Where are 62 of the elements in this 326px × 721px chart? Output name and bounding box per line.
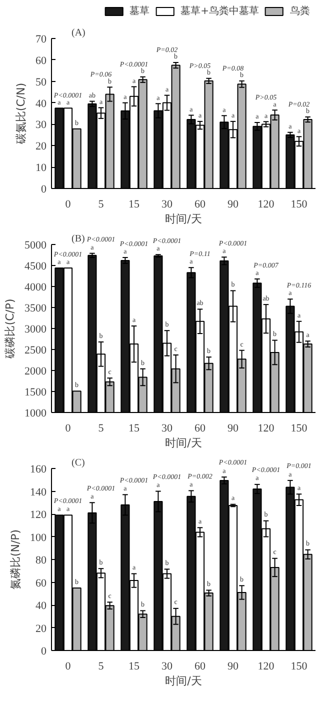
x-tick-label: 0 — [65, 660, 72, 672]
x-tick-label: 15 — [128, 198, 140, 210]
x-tick-label: 60 — [194, 422, 206, 434]
y-tick-label: 2000 — [24, 366, 47, 378]
legend-label: 鸟粪 — [290, 4, 310, 18]
x-tick-label: 120 — [258, 660, 275, 672]
x-axis-title: 时间/天 — [165, 674, 202, 688]
y-tick-label: 0 — [41, 184, 47, 196]
x-tick-label: 5 — [98, 660, 104, 672]
y-tick-label: 100 — [30, 532, 47, 544]
y-tick-label: 60 — [36, 577, 47, 590]
y-tick-label: 160 — [30, 464, 47, 476]
x-tick-label: 150 — [290, 422, 308, 434]
y-axis-title: 氮磷比(N/P) — [9, 529, 22, 590]
y-tick-label: 70 — [36, 34, 47, 46]
x-tick-label: 30 — [162, 660, 173, 672]
y-tick-label: 4500 — [24, 260, 47, 272]
legend-label: 墓草+鸟粪中墓草 — [180, 4, 259, 18]
y-tick-label: 140 — [30, 486, 47, 498]
y-tick-label: 1000 — [24, 408, 47, 420]
x-tick-label: 0 — [65, 198, 72, 210]
x-tick-label: 5 — [98, 422, 104, 434]
y-tick-label: 40 — [36, 98, 47, 110]
chart-title: (C) — [72, 458, 85, 468]
y-tick-label: 20 — [36, 622, 47, 635]
x-tick-label: 90 — [228, 660, 239, 672]
y-tick-label: 0 — [41, 646, 47, 658]
y-tick-label: 3000 — [24, 324, 47, 336]
y-tick-label: 40 — [36, 600, 47, 612]
y-tick-label: 5000 — [24, 240, 47, 252]
x-tick-label: 60 — [194, 660, 206, 672]
y-tick-label: 80 — [36, 554, 47, 566]
x-tick-label: 150 — [290, 198, 308, 210]
x-axis-title: 时间/天 — [165, 212, 202, 226]
x-tick-label: 30 — [162, 422, 173, 434]
x-tick-label: 30 — [162, 198, 173, 210]
x-tick-label: 60 — [194, 198, 206, 210]
x-tick-label: 120 — [258, 198, 275, 210]
legend-label: 墓草 — [130, 4, 150, 18]
y-axis-title: 碳磷比(C/P) — [4, 298, 16, 360]
x-tick-label: 90 — [228, 198, 239, 210]
y-tick-label: 50 — [36, 76, 47, 88]
chart-title: (A) — [72, 28, 86, 38]
y-tick-label: 10 — [36, 162, 47, 174]
y-tick-label: 3500 — [24, 302, 47, 314]
x-tick-label: 15 — [128, 660, 140, 672]
y-axis-title: 碳氮比(C/N) — [14, 82, 28, 146]
x-tick-label: 15 — [128, 422, 140, 434]
x-axis-title: 时间/天 — [165, 436, 202, 450]
y-tick-label: 120 — [30, 509, 47, 521]
x-tick-label: 0 — [65, 422, 72, 434]
y-tick-label: 60 — [36, 54, 47, 67]
y-tick-label: 4000 — [24, 282, 47, 294]
y-tick-label: 1500 — [24, 386, 47, 398]
y-tick-label: 2500 — [24, 344, 47, 356]
y-tick-label: 30 — [36, 119, 47, 132]
chart-title: (B) — [72, 234, 85, 244]
y-tick-label: 20 — [36, 140, 47, 153]
x-tick-label: 150 — [290, 660, 308, 672]
x-tick-label: 5 — [98, 198, 104, 210]
x-tick-label: 90 — [228, 422, 239, 434]
x-tick-label: 120 — [258, 422, 275, 434]
